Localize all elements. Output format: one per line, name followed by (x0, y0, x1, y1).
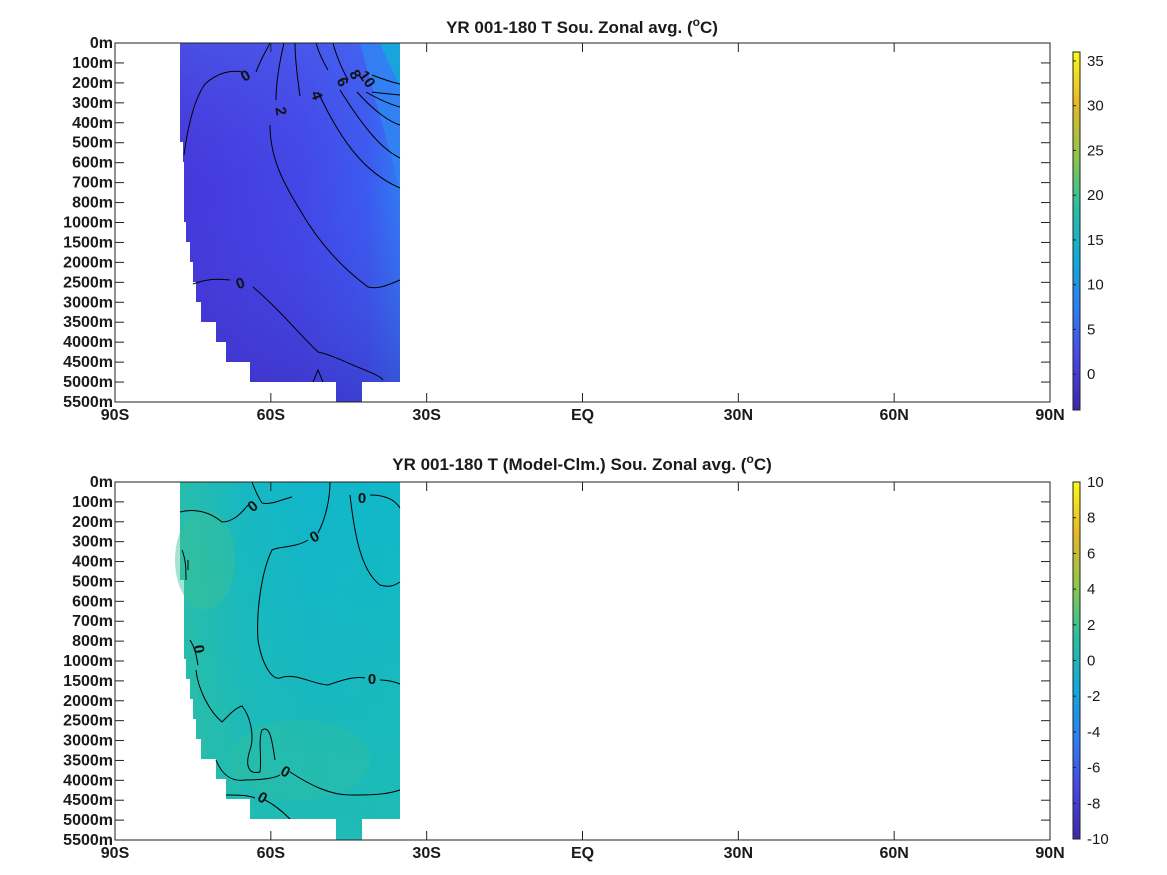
x-tick-label: 90N (1035, 407, 1064, 424)
y-tick-label: 5000m (63, 812, 113, 829)
colorbar-tick-label: 15 (1087, 232, 1104, 249)
colorbar-tick-label: -8 (1087, 795, 1100, 812)
contour-label: 2 (271, 106, 289, 117)
y-tick-label: 300m (72, 534, 113, 551)
colorbar-tick-label: 25 (1087, 142, 1104, 159)
colorbar-tick-label: 35 (1087, 53, 1104, 70)
y-tick-label: 600m (72, 155, 113, 172)
y-tick-label: 2500m (63, 274, 113, 291)
x-tick-label: EQ (571, 845, 594, 862)
y-tick-label: 5500m (63, 832, 113, 849)
y-tick-label: 0m (90, 474, 113, 491)
y-tick-label: 1500m (63, 673, 113, 690)
y-tick-label: 400m (72, 115, 113, 132)
y-tick-label: 100m (72, 55, 113, 72)
y-tick-label: 300m (72, 95, 113, 112)
y-axis: 0m 100m 200m 300m 400m 500m 600m 700m 800m 1000m 1… (63, 35, 1050, 411)
colorbar-tick-label: 10 (1087, 277, 1104, 294)
heatmap-field (175, 482, 400, 840)
contour-label: 0 (368, 671, 376, 688)
x-axis: 90S 60S 30S EQ 30N 60N 90N (101, 482, 1065, 862)
y-tick-label: 3000m (63, 294, 113, 311)
contour-label: 10 (355, 68, 378, 91)
x-axis: 90S 60S 30S EQ 30N 60N 90N (101, 43, 1065, 424)
y-tick-label: 1500m (63, 234, 113, 251)
colorbar-tick-label: 0 (1087, 366, 1095, 383)
x-tick-label: 30N (724, 845, 753, 862)
x-tick-label: 90S (101, 845, 130, 862)
y-tick-label: 5500m (63, 394, 113, 411)
x-tick-label: 60S (257, 407, 286, 424)
y-tick-label: 2500m (63, 713, 113, 730)
y-tick-label: 600m (72, 593, 113, 610)
y-tick-label: 4000m (63, 334, 113, 351)
y-tick-label: 800m (72, 633, 113, 650)
y-tick-label: 3500m (63, 314, 113, 331)
y-tick-label: 3000m (63, 733, 113, 750)
chart-title: YR 001-180 T (Model-Clm.) Sou. Zonal avg… (392, 452, 772, 474)
chart-title: YR 001-180 T Sou. Zonal avg. (oC) (446, 15, 718, 37)
panel-temperature: YR 001-180 T Sou. Zonal avg. (oC) (63, 15, 1104, 424)
x-tick-label: 30S (412, 407, 441, 424)
y-axis: 0m 100m 200m 300m 400m 500m 600m 700m 800m 1000m 1… (63, 474, 1050, 849)
contour-lines (179, 481, 401, 820)
y-tick-label: 400m (72, 554, 113, 571)
colorbar-tick-label: 5 (1087, 321, 1095, 338)
colorbar-tick-label: -6 (1087, 760, 1100, 777)
colorbar-tick-label: 30 (1087, 98, 1104, 115)
colorbar-tick-label: -10 (1087, 831, 1109, 848)
x-tick-label: 90S (101, 407, 130, 424)
contour-label: 0 (358, 490, 366, 507)
y-tick-label: 500m (72, 573, 113, 590)
colorbar-tick-label: 6 (1087, 545, 1095, 562)
colorbar-tick-label: -4 (1087, 724, 1100, 741)
x-tick-label: 60N (879, 407, 908, 424)
colorbar-ticks: 10 8 6 4 2 0 -2 -4 -6 -8 -10 (1073, 474, 1109, 848)
y-tick-label: 100m (72, 494, 113, 511)
colorbar-tick-label: 2 (1087, 617, 1095, 634)
x-tick-label: 60S (257, 845, 286, 862)
panel-temperature-anomaly: YR 001-180 T (Model-Clm.) Sou. Zonal avg… (63, 452, 1109, 862)
y-tick-label: 200m (72, 75, 113, 92)
y-tick-label: 500m (72, 135, 113, 152)
colorbar-tick-label: 4 (1087, 581, 1095, 598)
y-tick-label: 0m (90, 35, 113, 52)
x-tick-label: 60N (879, 845, 908, 862)
y-tick-label: 2000m (63, 693, 113, 710)
colorbar-tick-label: -2 (1087, 688, 1100, 705)
contour-label: 0 (189, 644, 207, 655)
y-tick-label: 700m (72, 613, 113, 630)
colorbar (1072, 51, 1081, 411)
x-tick-label: 90N (1035, 845, 1064, 862)
colorbar-tick-label: 20 (1087, 187, 1104, 204)
colorbar-tick-label: 0 (1087, 653, 1095, 670)
y-tick-label: 800m (72, 195, 113, 212)
y-tick-label: 700m (72, 175, 113, 192)
y-tick-label: 200m (72, 514, 113, 531)
y-tick-label: 4500m (63, 354, 113, 371)
y-tick-label: 1000m (63, 653, 113, 670)
contour-lines (183, 42, 401, 383)
y-tick-label: 4500m (63, 792, 113, 809)
heatmap-field (180, 43, 400, 402)
y-tick-label: 4000m (63, 772, 113, 789)
y-tick-label: 2000m (63, 254, 113, 271)
colorbar-tick-label: 10 (1087, 474, 1104, 491)
colorbar-ticks: 0 5 10 15 20 25 30 35 (1073, 53, 1104, 383)
colorbar-tick-label: 8 (1087, 510, 1095, 527)
x-tick-label: EQ (571, 407, 594, 424)
x-tick-label: 30N (724, 407, 753, 424)
y-tick-label: 1000m (63, 215, 113, 232)
y-tick-label: 5000m (63, 374, 113, 391)
x-tick-label: 30S (412, 845, 441, 862)
y-tick-label: 3500m (63, 752, 113, 769)
